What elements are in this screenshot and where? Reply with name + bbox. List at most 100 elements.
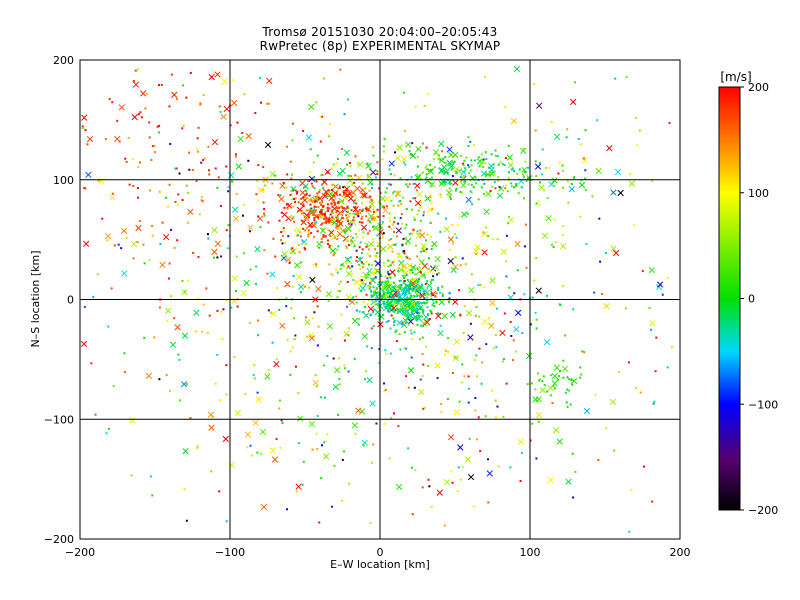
scatter-point [234,155,237,158]
scatter-point [290,177,293,180]
scatter-point [390,199,393,202]
scatter-point [459,478,462,481]
scatter-point [347,207,350,210]
scatter-point [421,336,424,339]
scatter-point [225,165,228,168]
scatter-cross [252,419,259,426]
scatter-point [477,284,480,287]
scatter-cross [480,170,488,177]
scatter-point [345,214,348,217]
scatter-point [480,382,483,385]
scatter-point [551,402,554,405]
scatter-point [428,257,431,260]
scatter-point [401,196,404,199]
scatter-cross [648,266,655,274]
scatter-point [307,231,310,234]
scatter-point [146,92,149,95]
scatter-point [625,76,628,79]
scatter-point [441,171,444,174]
scatter-point [134,69,137,72]
scatter-point [294,229,297,232]
scatter-point [430,297,433,300]
scatter-point [627,361,630,364]
scatter-point [510,185,513,188]
scatter-point [314,210,317,213]
scatter-point [448,249,451,252]
scatter-point [303,284,306,287]
scatter-point [200,161,203,164]
scatter-point [558,370,561,373]
scatter-point [450,168,453,171]
scatter-point [360,261,363,264]
scatter-point [272,237,275,240]
scatter-point [368,189,371,192]
scatter-cross [344,256,351,263]
scatter-point [495,307,498,310]
scatter-point [96,273,99,276]
scatter-point [381,288,384,291]
scatter-point [583,351,586,354]
scatter-cross [109,194,116,201]
scatter-point [505,234,508,237]
scatter-cross [610,245,617,252]
scatter-point [488,317,491,320]
scatter-point [316,414,319,417]
scatter-point [361,248,364,251]
scatter-point [367,248,370,251]
scatter-cross [171,91,178,98]
scatter-point [313,187,316,190]
scatter-cross [414,182,421,189]
scatter-point [389,183,392,186]
scatter-point [336,206,339,209]
scatter-point [266,102,269,105]
chart-title: Tromsø 20151030 20:04:00–20:05:43 [262,25,498,39]
scatter-point [397,425,400,428]
scatter-point [310,182,313,185]
scatter-point [347,222,350,225]
scatter-point [343,450,346,453]
scatter-cross [415,301,422,308]
scatter-point [399,348,402,351]
scatter-point [499,161,502,164]
scatter-point [304,196,307,199]
scatter-point [324,235,327,238]
scatter-point [429,194,432,197]
scatter-point [382,293,385,296]
scatter-cross [536,411,543,419]
scatter-point [305,226,308,229]
scatter-point [395,299,398,302]
scatter-cross [193,309,200,316]
scatter-point [118,140,121,143]
scatter-point [376,296,379,299]
scatter-point [470,183,473,186]
scatter-point [534,129,537,132]
scatter-point [459,176,462,179]
scatter-cross [551,372,559,380]
scatter-point [469,322,472,325]
scatter-point [338,378,341,381]
scatter-cross [382,207,389,214]
scatter-cross [231,206,239,213]
scatter-point [225,520,228,523]
scatter-point [483,182,486,185]
scatter-cross [453,166,460,173]
scatter-point [413,281,416,284]
scatter-cross [612,249,620,257]
scatter-cross [222,435,229,443]
scatter-point [510,182,513,185]
scatter-point [391,291,394,294]
scatter-point [128,183,131,186]
scatter-point [137,196,140,199]
scatter-point [358,229,361,232]
scatter-point [523,293,526,296]
scatter-cross [368,240,375,248]
scatter-point [231,180,234,183]
scatter-point [565,401,568,404]
scatter-point [416,213,419,216]
scatter-cross [351,422,358,429]
scatter-point [451,481,454,484]
scatter-point [427,364,430,367]
scatter-point [408,287,411,290]
scatter-point [235,193,238,196]
